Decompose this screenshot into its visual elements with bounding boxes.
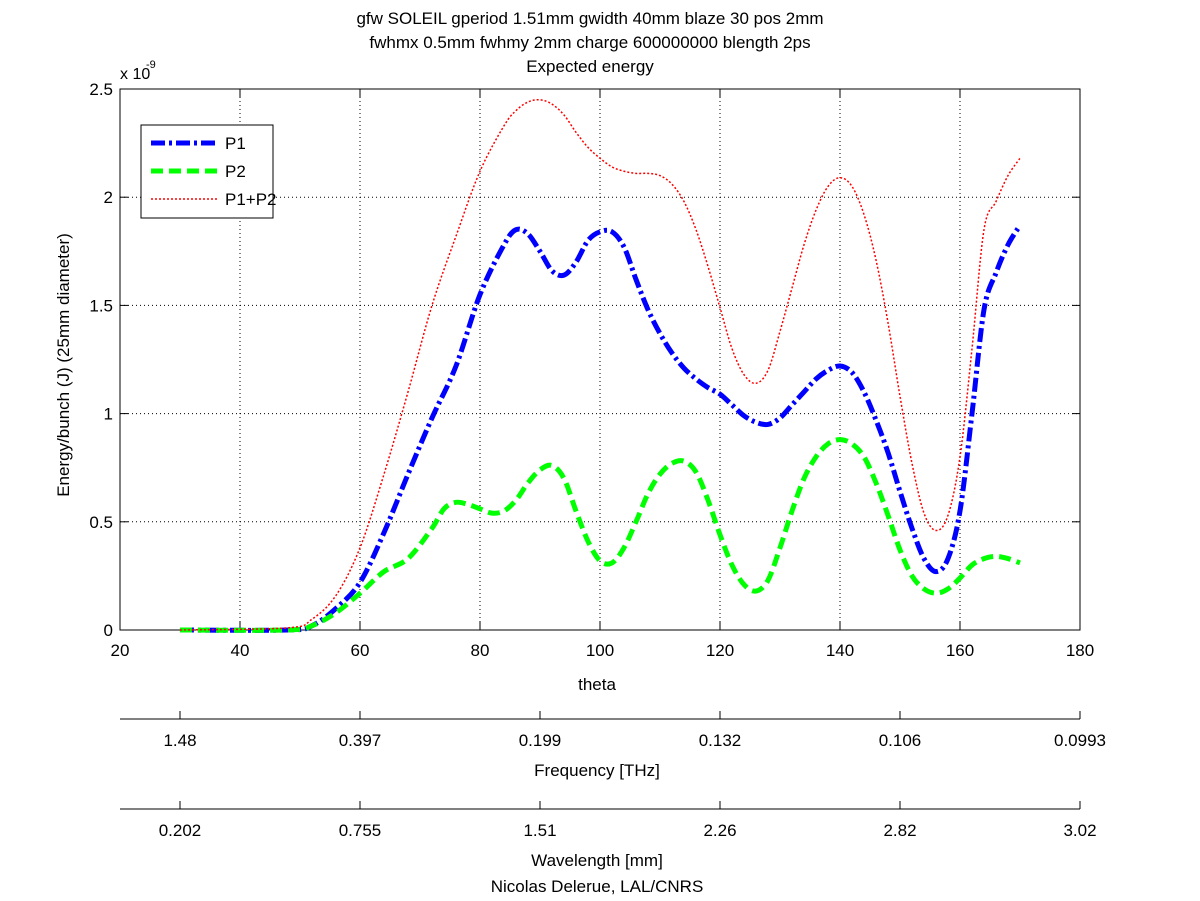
legend: P1 P2 P1+P2 — [140, 124, 277, 219]
wavelength-tick-label: 0.202 — [159, 821, 202, 840]
y-tick-label: 0.5 — [89, 513, 113, 532]
wavelength-tick-label: 2.82 — [883, 821, 916, 840]
legend-label-1: P2 — [225, 162, 246, 181]
wavelength-tick-label: 3.02 — [1063, 821, 1096, 840]
main-axes — [119, 88, 1081, 631]
y-exponent: -9 — [146, 59, 156, 71]
x-axis-label: theta — [578, 675, 616, 694]
y-exponent-label: x 10 -9 — [120, 59, 156, 83]
y-tick-label: 0 — [104, 621, 113, 640]
frequency-tick-label: 0.132 — [699, 731, 742, 750]
legend-label-2: P1+P2 — [225, 190, 277, 209]
grid — [120, 89, 1080, 630]
y-tick-label: 2 — [104, 188, 113, 207]
frequency-tick-label: 1.48 — [163, 731, 196, 750]
y-tick-label: 1.5 — [89, 296, 113, 315]
frequency-axis: 1.48 0.397 0.199 0.132 0.106 0.0993 Frequency … — [120, 711, 1106, 780]
chart-title-line-2: fwhmx 0.5mm fwhmy 2mm charge 600000000 b… — [369, 33, 810, 52]
frequency-tick-label: 0.397 — [339, 731, 382, 750]
x-tick-labels: 20 40 60 80 100 120 140 160 180 — [111, 641, 1095, 660]
series-line-2 — [179, 98, 1021, 631]
frequency-tick-label: 0.0993 — [1054, 731, 1106, 750]
x-tick-label: 140 — [826, 641, 854, 660]
frequency-axis-label: Frequency [THz] — [534, 761, 660, 780]
frequency-tick-label: 0.199 — [519, 731, 562, 750]
chart-titles: gfw SOLEIL gperiod 1.51mm gwidth 40mm bl… — [356, 9, 823, 76]
x-tick-label: 60 — [351, 641, 370, 660]
x-tick-label: 180 — [1066, 641, 1094, 660]
frequency-tick-label: 0.106 — [879, 731, 922, 750]
series-line-0 — [179, 223, 1023, 633]
y-tick-label: 2.5 — [89, 80, 113, 99]
y-tick-label: 1 — [104, 405, 113, 424]
wavelength-tick-label: 0.755 — [339, 821, 382, 840]
y-multiplier: x 10 — [120, 66, 150, 83]
legend-label-0: P1 — [225, 134, 246, 153]
wavelength-tick-label: 1.51 — [523, 821, 556, 840]
x-tick-label: 80 — [471, 641, 490, 660]
x-tick-label: 100 — [586, 641, 614, 660]
wavelength-axis: 0.202 0.755 1.51 2.26 2.82 3.02 Wavelength [mm… — [120, 801, 1097, 870]
series-lines — [179, 98, 1023, 633]
wavelength-tick-label: 2.26 — [703, 821, 736, 840]
x-tick-label: 20 — [111, 641, 130, 660]
y-tick-labels: 0 0.5 1 1.5 2 2.5 — [89, 80, 113, 640]
chart-title-line-1: gfw SOLEIL gperiod 1.51mm gwidth 40mm bl… — [356, 9, 823, 28]
footer-credit: Nicolas Delerue, LAL/CNRS — [491, 877, 704, 896]
x-tick-label: 120 — [706, 641, 734, 660]
x-tick-label: 40 — [231, 641, 250, 660]
wavelength-axis-label: Wavelength [mm] — [531, 851, 663, 870]
chart-title-line-3: Expected energy — [526, 57, 654, 76]
series-line-1 — [179, 437, 1021, 633]
y-axis-label: Energy/bunch (J) (25mm diameter) — [54, 233, 73, 497]
x-tick-label: 160 — [946, 641, 974, 660]
